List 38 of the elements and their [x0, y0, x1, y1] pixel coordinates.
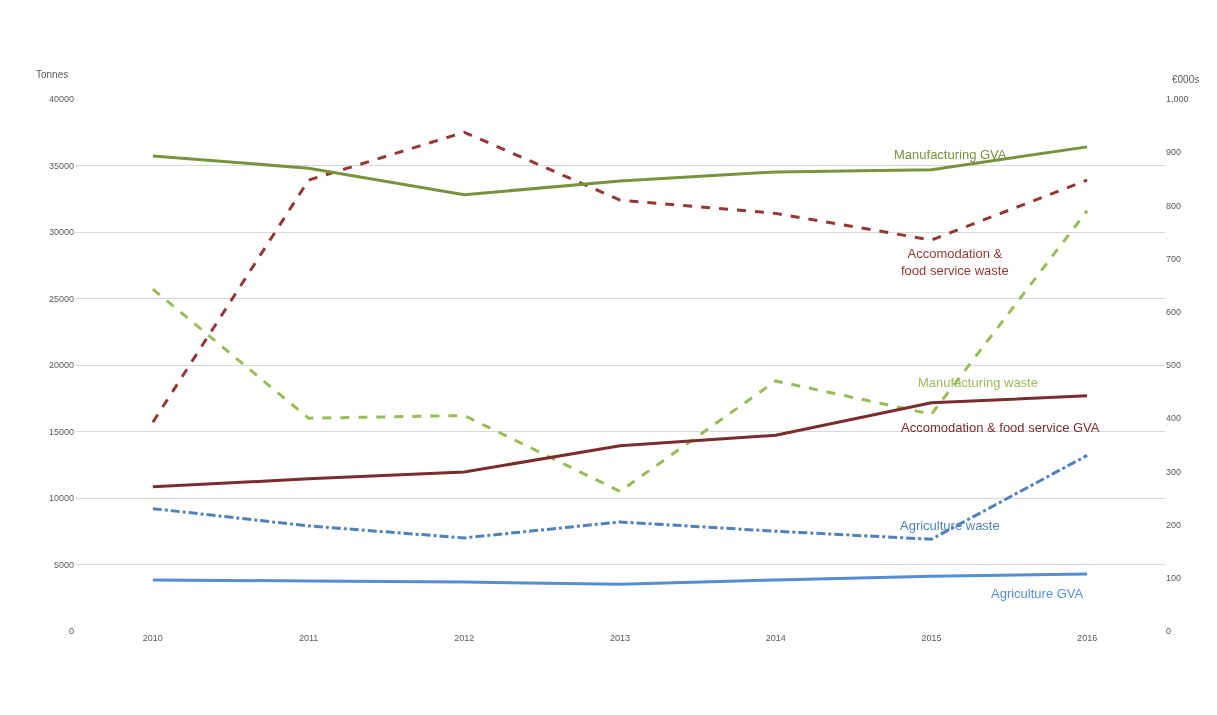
y-tick-label: 10000 — [48, 493, 74, 504]
x-tick-label: 2011 — [298, 633, 319, 643]
series-label: Accomodation & food service GVA — [901, 420, 1100, 435]
y-axis-title: Tonnes — [36, 69, 69, 80]
x-tick-label: 2013 — [609, 633, 631, 643]
series-label: Manufacturing GVA — [894, 147, 1007, 162]
y2-tick-label: 700 — [1166, 253, 1182, 264]
y2-tick-label: 400 — [1166, 413, 1182, 424]
series-label: Accomodation & food service waste — [901, 246, 1009, 278]
y-tick-label: 0 — [68, 626, 74, 637]
x-tick-label: 2012 — [454, 633, 475, 643]
y-tick-label: 20000 — [48, 360, 74, 371]
y2-axis-title: €000s — [1172, 74, 1200, 85]
line-series — [151, 130, 1089, 424]
y2-tick-label: 100 — [1166, 572, 1182, 583]
y2-tick-label: 600 — [1166, 306, 1182, 317]
y2-tick-label: 200 — [1166, 519, 1182, 530]
y-tick-label: 30000 — [48, 227, 74, 238]
y2-tick-label: 800 — [1166, 200, 1182, 211]
x-tick-label: 2014 — [765, 633, 786, 643]
y-tick-label: 5000 — [53, 559, 74, 570]
y2-tick-label: 1,000 — [1166, 94, 1189, 105]
y-tick-label: 40000 — [48, 94, 74, 105]
y-tick-label: 35000 — [48, 160, 74, 171]
y-tick-label: 25000 — [48, 293, 74, 304]
y2-tick-label: 300 — [1166, 466, 1182, 477]
y2-tick-label: 900 — [1166, 147, 1182, 158]
line-series — [151, 453, 1089, 541]
y2-tick-label: 500 — [1166, 360, 1182, 371]
x-tick-label: 2016 — [1077, 633, 1098, 643]
y2-tick-label: 0 — [1166, 626, 1172, 637]
y-tick-label: 15000 — [48, 426, 74, 437]
line-series — [151, 572, 1089, 586]
series-label: Manufacturing waste — [918, 375, 1038, 390]
x-tick-label: 2015 — [921, 633, 942, 643]
x-tick-label: 2010 — [142, 633, 163, 643]
line-series — [151, 145, 1089, 197]
series-label: Agriculture GVA — [991, 586, 1084, 601]
